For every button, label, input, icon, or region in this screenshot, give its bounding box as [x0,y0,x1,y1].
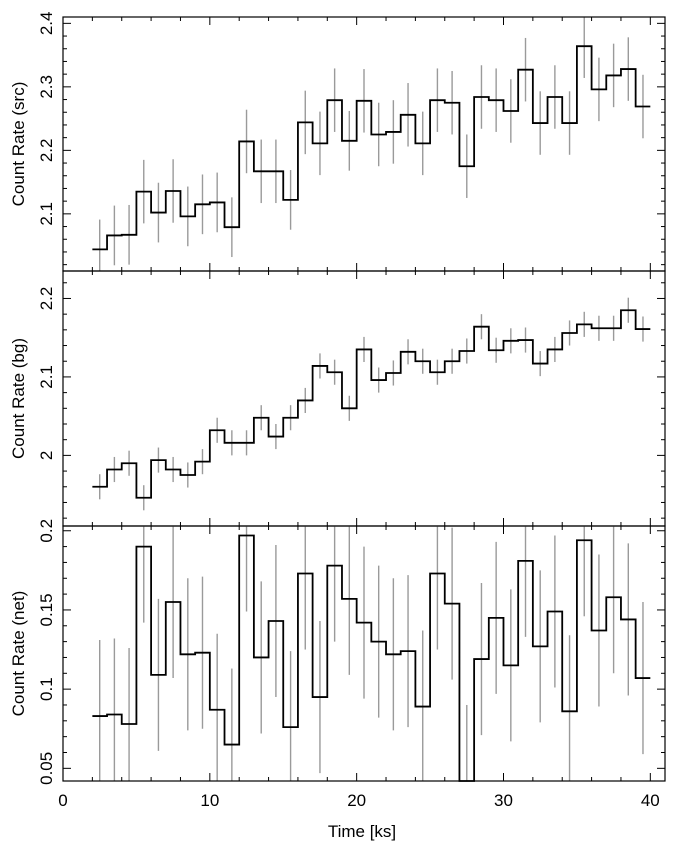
panel-1: 2.1 2.2 2.3 2.4 Count Rate (src) [9,12,666,272]
y-tick-label: 0.05 [37,752,56,785]
y-axis-label: Count Rate (bg) [9,338,28,459]
y-tick-label: 2.1 [37,365,56,389]
y-tick-label: 2.3 [37,75,56,99]
plot-frame [62,525,666,782]
x-tick-label: 40 [641,791,660,810]
step-line-series [92,309,651,499]
y-tick-label: 0.2 [37,519,56,543]
y-tick-label: 2.2 [37,139,56,163]
y-tick-label: 2.1 [37,202,56,226]
y-tick-label: 0.1 [37,677,56,701]
plot-frame [62,16,666,272]
panel-2: 2 2.1 2.2 Count Rate (bg) [9,270,666,527]
panels: 2.1 2.2 2.3 2.4 Count Rate (src) 2 2.1 2.2 Count… [9,12,666,810]
y-ticks: 2 2.1 2.2 [37,282,665,519]
step-line-series [92,45,651,251]
error-bars [99,17,644,271]
y-tick-label: 0.15 [37,593,56,626]
step-line-series [92,534,651,782]
x-axis-label: Time [ks] [328,822,396,841]
y-tick-label: 2.2 [37,287,56,311]
x-tick-label: 10 [200,791,219,810]
panel-3: 0 10 20 30 40 0.05 0.1 0.15 0.2 Count Rate (net) [9,519,666,810]
y-tick-label: 2.4 [37,12,56,36]
y-ticks: 0.05 0.1 0.15 0.2 [37,519,665,785]
x-ticks: 0 10 20 30 40 [58,526,660,810]
y-ticks: 2.1 2.2 2.3 2.4 [37,12,665,266]
x-tick-label: 0 [58,791,67,810]
error-bars [99,526,644,781]
x-ticks [62,17,651,271]
error-bars [99,297,644,511]
x-ticks [62,271,651,526]
y-axis-label: Count Rate (src) [9,82,28,207]
y-axis-label: Count Rate (net) [9,591,28,717]
x-tick-label: 30 [494,791,513,810]
plot-frame [62,270,666,527]
x-tick-label: 20 [347,791,366,810]
y-tick-label: 2 [37,451,56,460]
